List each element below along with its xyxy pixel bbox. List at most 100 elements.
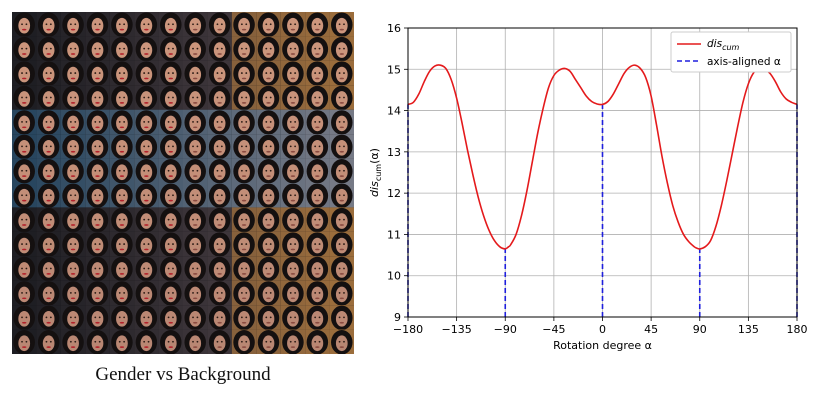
face-thumbnail	[60, 158, 86, 184]
y-tick-labels: 9 10 11 12 13 14 15 16	[387, 22, 408, 324]
face-thumbnail	[256, 280, 281, 306]
face-thumbnail	[329, 280, 354, 306]
x-tick-label: −90	[494, 323, 517, 336]
face-thumbnail	[60, 85, 86, 111]
face-thumbnail	[305, 134, 330, 160]
legend-entry-axis-aligned: axis-aligned α	[707, 56, 781, 68]
y-tick-label: 10	[387, 270, 401, 283]
face-thumbnail	[109, 134, 135, 160]
face-thumbnail	[85, 305, 110, 331]
face-thumbnail	[60, 305, 86, 331]
face-thumbnail	[158, 183, 183, 208]
face-thumbnail	[305, 60, 330, 86]
face-thumbnail	[329, 85, 354, 111]
face-thumbnail	[305, 109, 330, 135]
face-thumbnail	[134, 207, 159, 233]
face-thumbnail	[329, 134, 354, 160]
face-thumbnail	[109, 207, 135, 233]
face-thumbnail	[36, 256, 61, 282]
face-thumbnail	[256, 329, 281, 355]
face-thumbnail	[280, 329, 306, 355]
face-thumbnail	[256, 183, 281, 208]
face-thumbnail	[256, 134, 281, 160]
face-thumbnail	[231, 207, 257, 233]
face-thumbnail	[305, 36, 330, 62]
face-thumbnail	[12, 134, 37, 160]
face-thumbnail	[305, 183, 330, 208]
face-thumbnail	[207, 280, 232, 306]
face-thumbnail	[305, 85, 330, 111]
face-thumbnail	[183, 256, 208, 282]
face-thumbnail	[329, 256, 354, 282]
face-thumbnail	[231, 329, 257, 355]
face-thumbnail	[109, 256, 135, 282]
face-thumbnail	[207, 158, 232, 184]
x-tick-label: 180	[787, 323, 808, 336]
face-thumbnail	[231, 12, 257, 37]
y-tick-label: 15	[387, 63, 401, 76]
face-thumbnail	[158, 256, 183, 282]
face-thumbnail	[12, 256, 37, 282]
face-thumbnail	[134, 134, 159, 160]
face-thumbnail	[12, 280, 37, 306]
x-tick-label: −45	[542, 323, 565, 336]
face-thumbnail	[109, 12, 135, 37]
x-tick-label: 0	[599, 323, 606, 336]
face-thumbnail	[36, 12, 61, 37]
x-tick-label: 135	[738, 323, 759, 336]
face-thumbnail	[280, 183, 306, 208]
face-thumbnail	[329, 231, 354, 257]
face-thumbnail	[134, 109, 159, 135]
face-thumbnail	[158, 60, 183, 86]
face-thumbnail	[36, 109, 61, 135]
face-thumbnail	[134, 60, 159, 86]
face-thumbnail	[329, 183, 354, 208]
face-thumbnail	[85, 109, 110, 135]
face-thumbnail	[329, 36, 354, 62]
face-thumbnail	[280, 305, 306, 331]
face-image-grid	[12, 12, 354, 355]
face-thumbnail	[36, 85, 61, 111]
face-thumbnail	[85, 134, 110, 160]
face-thumbnail	[280, 158, 306, 184]
face-thumbnail	[158, 109, 183, 135]
face-thumbnail	[109, 231, 135, 257]
face-thumbnail	[329, 109, 354, 135]
face-thumbnail	[231, 36, 257, 62]
face-thumbnail	[183, 207, 208, 233]
y-tick-label: 12	[387, 187, 401, 200]
y-axis-label-sub: cum	[374, 164, 383, 181]
face-thumbnail	[305, 12, 330, 37]
face-thumbnail	[36, 280, 61, 306]
face-thumbnail	[85, 85, 110, 111]
face-thumbnail	[36, 329, 61, 355]
face-thumbnail	[158, 85, 183, 111]
face-thumbnail	[12, 60, 37, 86]
face-thumbnail	[109, 183, 135, 208]
face-thumbnail	[12, 207, 37, 233]
face-thumbnail	[231, 280, 257, 306]
y-tick-label: 13	[387, 146, 401, 159]
face-thumbnail	[134, 183, 159, 208]
face-thumbnail	[85, 231, 110, 257]
face-thumbnail	[60, 231, 86, 257]
face-thumbnail	[109, 85, 135, 111]
face-thumbnail	[12, 329, 37, 355]
face-thumbnail	[12, 36, 37, 62]
face-thumbnail	[12, 85, 37, 111]
face-thumbnail	[60, 60, 86, 86]
face-thumbnail	[134, 36, 159, 62]
face-thumbnail	[134, 329, 159, 355]
face-thumbnail	[60, 329, 86, 355]
face-thumbnail	[231, 256, 257, 282]
face-thumbnail	[36, 60, 61, 86]
face-thumbnail	[329, 60, 354, 86]
face-thumbnail	[305, 329, 330, 355]
face-thumbnail	[60, 280, 86, 306]
face-thumbnail	[158, 36, 183, 62]
face-thumbnail	[329, 12, 354, 37]
x-tick-label: 45	[644, 323, 658, 336]
face-thumbnail	[183, 134, 208, 160]
face-thumbnail	[158, 231, 183, 257]
series-line-dis-cum	[407, 64, 798, 250]
